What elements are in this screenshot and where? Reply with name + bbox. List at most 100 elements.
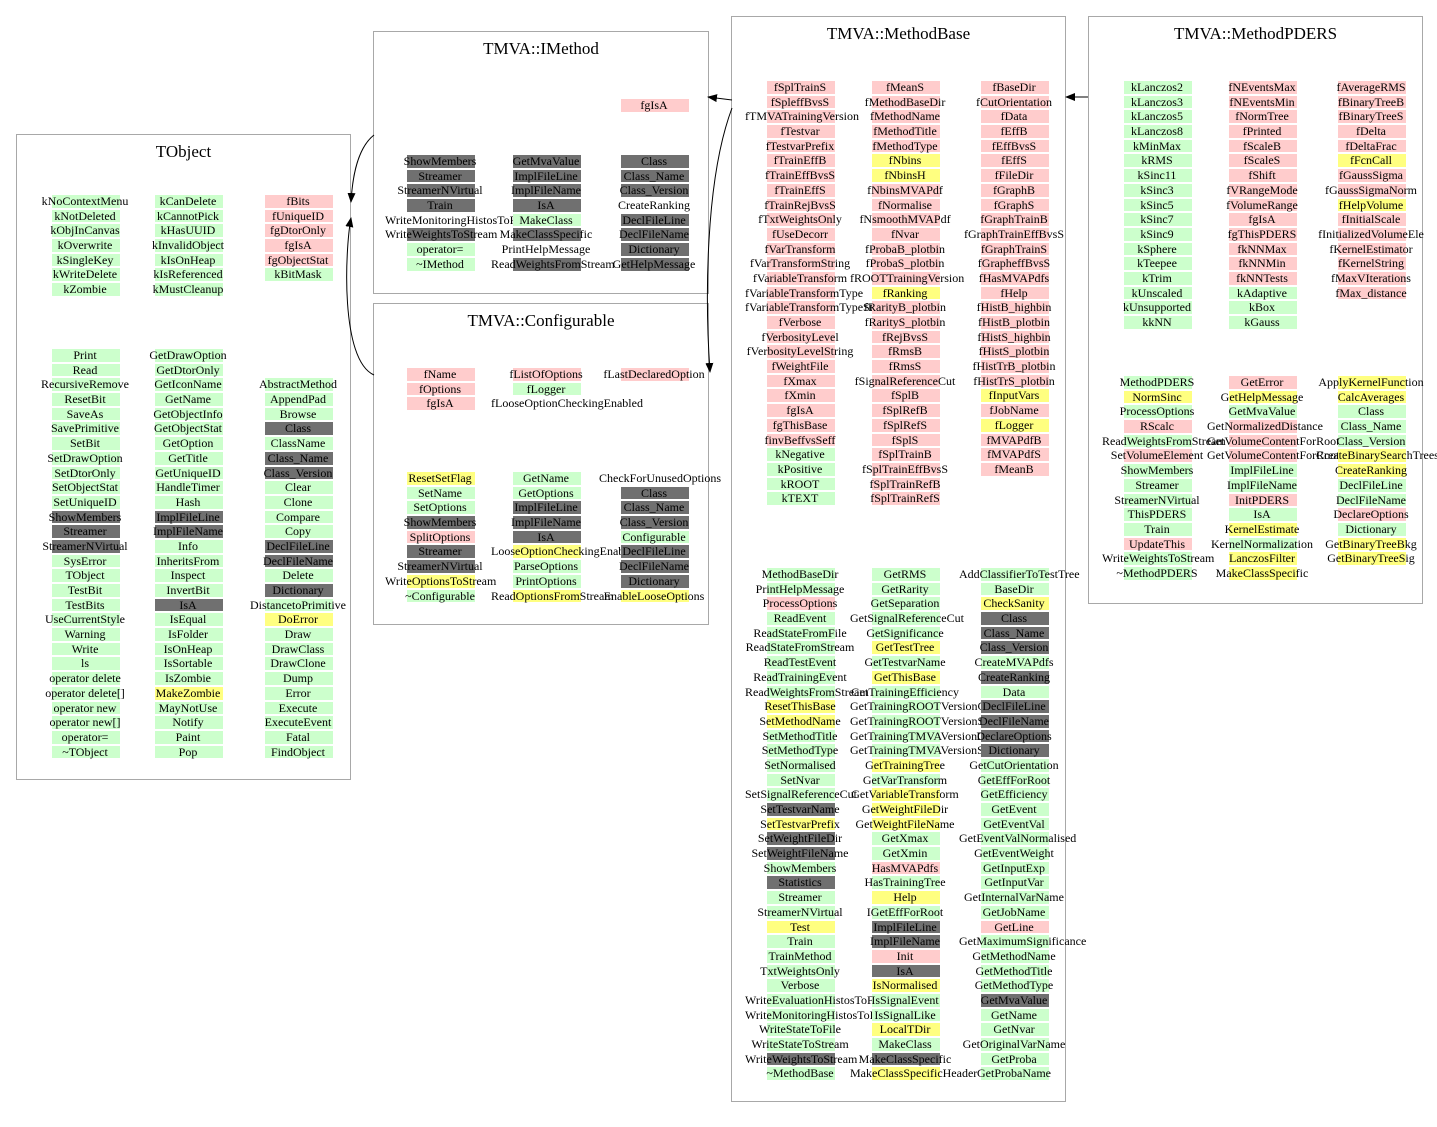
member-item[interactable]: GetMvaValue	[491, 154, 601, 169]
member-item[interactable]: MakeClass	[491, 213, 601, 228]
member-item[interactable]: DeclFileLine	[243, 539, 353, 554]
member-item[interactable]: Dump	[243, 671, 353, 686]
member-item[interactable]: fTestvarPrefix	[745, 139, 855, 154]
member-item[interactable]: IsOnHeap	[133, 642, 243, 657]
member-item[interactable]: MakeZombie	[133, 686, 243, 701]
member-item[interactable]: Info	[133, 539, 243, 554]
member-item[interactable]: Read	[30, 363, 140, 378]
member-item[interactable]: operator=	[30, 730, 140, 745]
member-item[interactable]: DrawClone	[243, 656, 353, 671]
member-item[interactable]: ImplFileName	[133, 524, 243, 539]
member-item[interactable]: Write	[30, 642, 140, 657]
member-item[interactable]: GetDrawOption	[133, 348, 243, 363]
member-item[interactable]: Class_Name	[599, 500, 709, 515]
member-item[interactable]: StreamerNVirtual	[385, 183, 495, 198]
member-item[interactable]: Paint	[133, 730, 243, 745]
member-item[interactable]: ls	[30, 656, 140, 671]
member-item[interactable]: UseCurrentStyle	[30, 612, 140, 627]
member-item[interactable]: GetTitle	[133, 451, 243, 466]
member-item[interactable]: DrawClass	[243, 642, 353, 657]
member-item[interactable]: SaveAs	[30, 407, 140, 422]
member-item[interactable]: Compare	[243, 510, 353, 525]
member-item[interactable]: Class_Version	[243, 466, 353, 481]
member-item[interactable]: EnableLooseOptions	[599, 589, 709, 604]
member-item[interactable]: ImplFileLine	[491, 500, 601, 515]
member-item[interactable]: GetHelpMessage	[599, 257, 709, 272]
member-item[interactable]: Print	[30, 348, 140, 363]
member-item[interactable]: Hash	[133, 495, 243, 510]
member-item[interactable]: fListOfOptions	[491, 367, 601, 382]
member-item[interactable]: SetDtorOnly	[30, 466, 140, 481]
member-item[interactable]: fSpleffBvsS	[745, 95, 855, 110]
member-item[interactable]: Notify	[133, 715, 243, 730]
member-item[interactable]: fgIsA	[243, 238, 353, 253]
member-item[interactable]: ReadOptionsFromStream	[491, 589, 614, 604]
member-item[interactable]: IsZombie	[133, 671, 243, 686]
member-item[interactable]: GetIconName	[133, 377, 243, 392]
member-item[interactable]: ShowMembers	[385, 154, 495, 169]
member-item[interactable]: kObjInCanvas	[30, 223, 140, 238]
member-item[interactable]: fName	[385, 367, 495, 382]
member-item[interactable]: kInvalidObject	[133, 238, 243, 253]
member-item[interactable]: IsFolder	[133, 627, 243, 642]
member-item[interactable]: ParseOptions	[491, 559, 601, 574]
member-item[interactable]: Class_Version	[599, 183, 709, 198]
member-item[interactable]: fgIsA	[599, 98, 709, 113]
member-item[interactable]: kNoContextMenu	[30, 194, 140, 209]
member-item[interactable]: SetName	[385, 486, 495, 501]
member-item[interactable]: GetObjectInfo	[133, 407, 243, 422]
member-item[interactable]: ImplFileLine	[491, 169, 601, 184]
member-item[interactable]: fTestvar	[745, 124, 855, 139]
member-item[interactable]: operator delete[]	[30, 686, 140, 701]
member-item[interactable]: IsA	[133, 598, 243, 613]
member-item[interactable]: Configurable	[599, 530, 709, 545]
member-item[interactable]: Streamer	[385, 544, 495, 559]
member-item[interactable]: fBits	[243, 194, 353, 209]
member-item[interactable]: kNotDeleted	[30, 209, 140, 224]
member-item[interactable]: fTxtWeightsOnly	[745, 212, 855, 227]
member-item[interactable]: ShowMembers	[30, 510, 140, 525]
member-item[interactable]: operator=	[385, 242, 495, 257]
member-item[interactable]: Pop	[133, 745, 243, 760]
member-item[interactable]: MakeClassSpecific	[491, 227, 601, 242]
member-item[interactable]: WriteOptionsToStream	[385, 574, 496, 589]
member-item[interactable]: kIsOnHeap	[133, 253, 243, 268]
member-item[interactable]: MayNotUse	[133, 701, 243, 716]
member-item[interactable]: Class	[599, 154, 709, 169]
member-item[interactable]: InvertBit	[133, 583, 243, 598]
member-item[interactable]: Clear	[243, 480, 353, 495]
member-item[interactable]: Inspect	[133, 568, 243, 583]
member-item[interactable]: SetUniqueID	[30, 495, 140, 510]
member-item[interactable]: Dictionary	[599, 574, 709, 589]
member-item[interactable]: Class_Name	[599, 169, 709, 184]
member-item[interactable]: kZombie	[30, 282, 140, 297]
member-item[interactable]: fgObjectStat	[243, 253, 353, 268]
member-item[interactable]: ShowMembers	[385, 515, 495, 530]
member-item[interactable]: AbstractMethod	[243, 377, 353, 392]
member-item[interactable]: kCanDelete	[133, 194, 243, 209]
member-item[interactable]: GetOption	[133, 436, 243, 451]
member-item[interactable]: operator new	[30, 701, 140, 716]
member-item[interactable]: TObject	[30, 568, 140, 583]
member-item[interactable]: Delete	[243, 568, 353, 583]
member-item[interactable]: IsA	[491, 198, 601, 213]
member-item[interactable]: StreamerNVirtual	[30, 539, 140, 554]
member-item[interactable]: SplitOptions	[385, 530, 495, 545]
member-item[interactable]: Streamer	[30, 524, 140, 539]
member-item[interactable]: SetOptions	[385, 500, 495, 515]
member-item[interactable]: ImplFileName	[491, 515, 601, 530]
member-item[interactable]: fTrainEffBvsS	[745, 168, 855, 183]
member-item[interactable]: kCannotPick	[133, 209, 243, 224]
member-item[interactable]: kMustCleanup	[133, 282, 243, 297]
member-item[interactable]: TestBits	[30, 598, 140, 613]
member-item[interactable]: DeclFileLine	[599, 544, 709, 559]
member-item[interactable]: Execute	[243, 701, 353, 716]
member-item[interactable]: fLastDeclaredOption	[599, 367, 709, 382]
member-item[interactable]: kOverwrite	[30, 238, 140, 253]
member-item[interactable]: DeclFileLine	[599, 213, 709, 228]
member-item[interactable]: operator new[]	[30, 715, 140, 730]
member-item[interactable]: Streamer	[385, 169, 495, 184]
member-item[interactable]: TestBit	[30, 583, 140, 598]
member-item[interactable]: ~Configurable	[385, 589, 495, 604]
member-item[interactable]: GetObjectStat	[133, 421, 243, 436]
